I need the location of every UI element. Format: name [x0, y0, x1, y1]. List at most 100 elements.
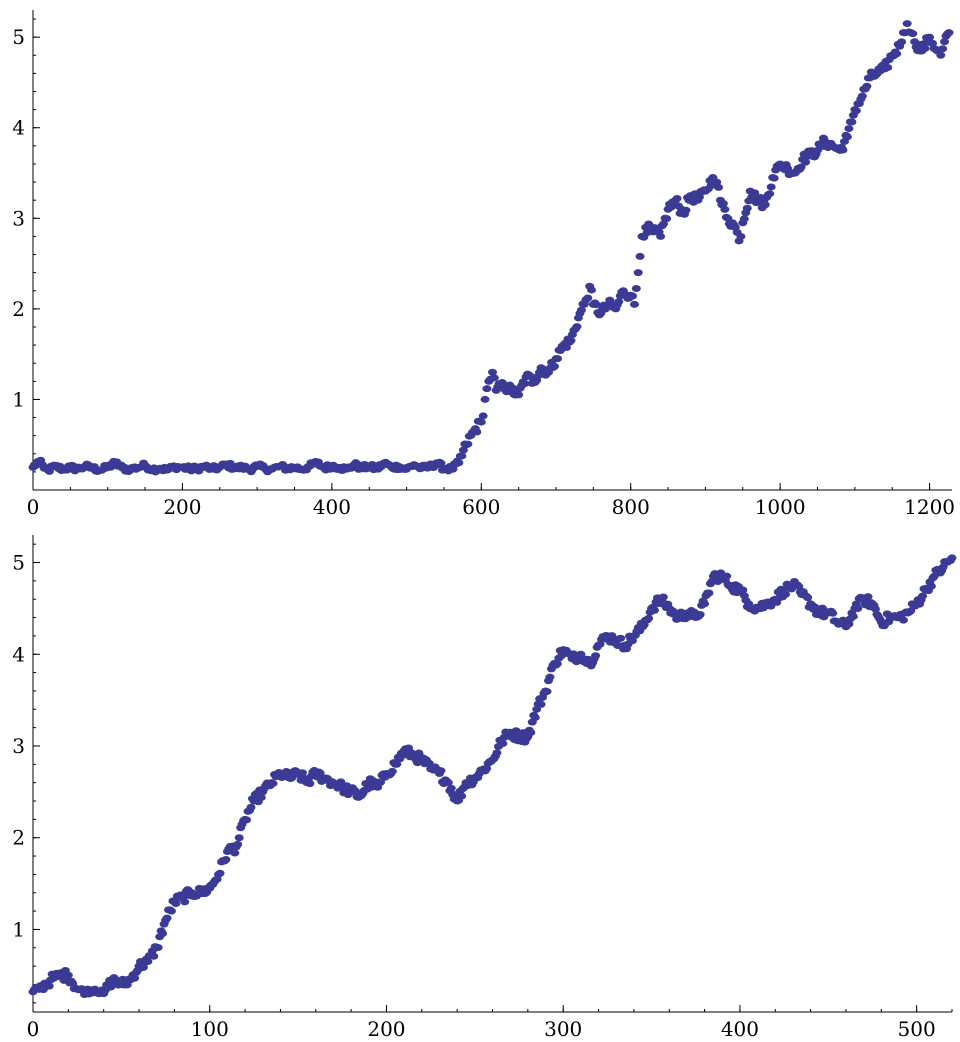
x-tick-label: 1000	[755, 495, 806, 519]
data-point	[844, 125, 854, 133]
data-point	[561, 343, 571, 351]
data-point	[336, 778, 346, 786]
data-point	[908, 30, 918, 38]
data-point	[476, 418, 486, 426]
data-point	[870, 605, 880, 613]
data-point	[628, 292, 638, 300]
data-point	[847, 118, 857, 126]
data-point	[230, 849, 240, 857]
data-point	[448, 465, 458, 473]
data-point	[863, 593, 873, 601]
y-tick-label: 3	[12, 734, 25, 758]
data-point	[514, 391, 524, 399]
data-point	[298, 769, 308, 777]
data-point	[591, 301, 601, 309]
data-point	[457, 792, 467, 800]
data-point	[171, 900, 181, 908]
data-point	[851, 107, 861, 115]
data-point	[898, 616, 908, 624]
data-point	[629, 300, 639, 308]
data-point	[736, 232, 746, 240]
data-point	[781, 590, 791, 598]
y-tick-label: 4	[12, 116, 25, 140]
data-point	[803, 594, 813, 602]
data-point	[662, 215, 672, 223]
data-point	[650, 606, 660, 614]
data-point	[566, 337, 576, 345]
data-point	[376, 778, 386, 786]
data-point	[656, 232, 666, 240]
data-point	[268, 779, 278, 787]
data-point	[936, 51, 946, 59]
data-point	[658, 593, 668, 601]
data-point	[482, 765, 492, 773]
data-point	[287, 773, 297, 781]
data-point	[700, 600, 710, 608]
data-point	[489, 374, 499, 382]
x-tick-label: 0	[27, 1017, 40, 1041]
data-point	[130, 974, 140, 982]
y-tick-label: 5	[12, 551, 25, 575]
data-point	[853, 605, 863, 613]
data-point	[576, 306, 586, 314]
x-tick-label: 300	[544, 1017, 582, 1041]
data-point	[801, 158, 811, 166]
data-point	[902, 20, 912, 28]
data-point	[906, 607, 916, 615]
x-tick-label: 0	[27, 495, 40, 519]
data-point	[520, 380, 530, 388]
data-point	[944, 29, 954, 37]
data-point	[387, 767, 397, 775]
data-point	[242, 816, 252, 824]
data-point	[722, 572, 732, 580]
data-point	[635, 252, 645, 260]
data-point	[712, 178, 722, 186]
data-point	[158, 929, 168, 937]
data-point	[842, 133, 852, 141]
data-point	[443, 779, 453, 787]
data-point	[458, 446, 468, 454]
data-point	[233, 840, 243, 848]
data-point	[920, 44, 930, 52]
data-point	[631, 285, 641, 293]
data-point	[718, 200, 728, 208]
data-point	[536, 700, 546, 708]
data-point	[143, 958, 153, 966]
data-point	[738, 586, 748, 594]
x-tick-label: 400	[313, 495, 351, 519]
data-point	[225, 459, 235, 467]
data-point	[857, 92, 867, 100]
data-point	[576, 650, 586, 658]
data-point	[704, 589, 714, 597]
data-point	[215, 869, 225, 877]
data-point	[553, 355, 563, 363]
data-point	[695, 611, 705, 619]
data-point	[828, 609, 838, 617]
x-tick-label: 600	[462, 495, 500, 519]
data-point	[862, 82, 872, 90]
data-point	[897, 38, 907, 46]
data-point	[480, 395, 490, 403]
data-point	[511, 727, 521, 735]
data-point	[315, 769, 325, 777]
data-point	[591, 652, 601, 660]
data-point	[681, 206, 691, 214]
data-point	[530, 713, 540, 721]
data-point	[446, 784, 456, 792]
x-tick-label: 1200	[904, 495, 955, 519]
data-point	[926, 582, 936, 590]
data-point	[149, 952, 159, 960]
data-point	[472, 428, 482, 436]
data-point	[583, 294, 593, 302]
data-point	[742, 204, 752, 212]
data-point	[766, 183, 776, 191]
data-point	[542, 688, 552, 696]
y-tick-label: 5	[12, 25, 25, 49]
data-point	[545, 673, 555, 681]
y-tick-label: 4	[12, 642, 25, 666]
data-point	[526, 728, 536, 736]
data-point	[940, 38, 950, 46]
data-point	[659, 220, 669, 228]
x-tick-label: 100	[191, 1017, 229, 1041]
